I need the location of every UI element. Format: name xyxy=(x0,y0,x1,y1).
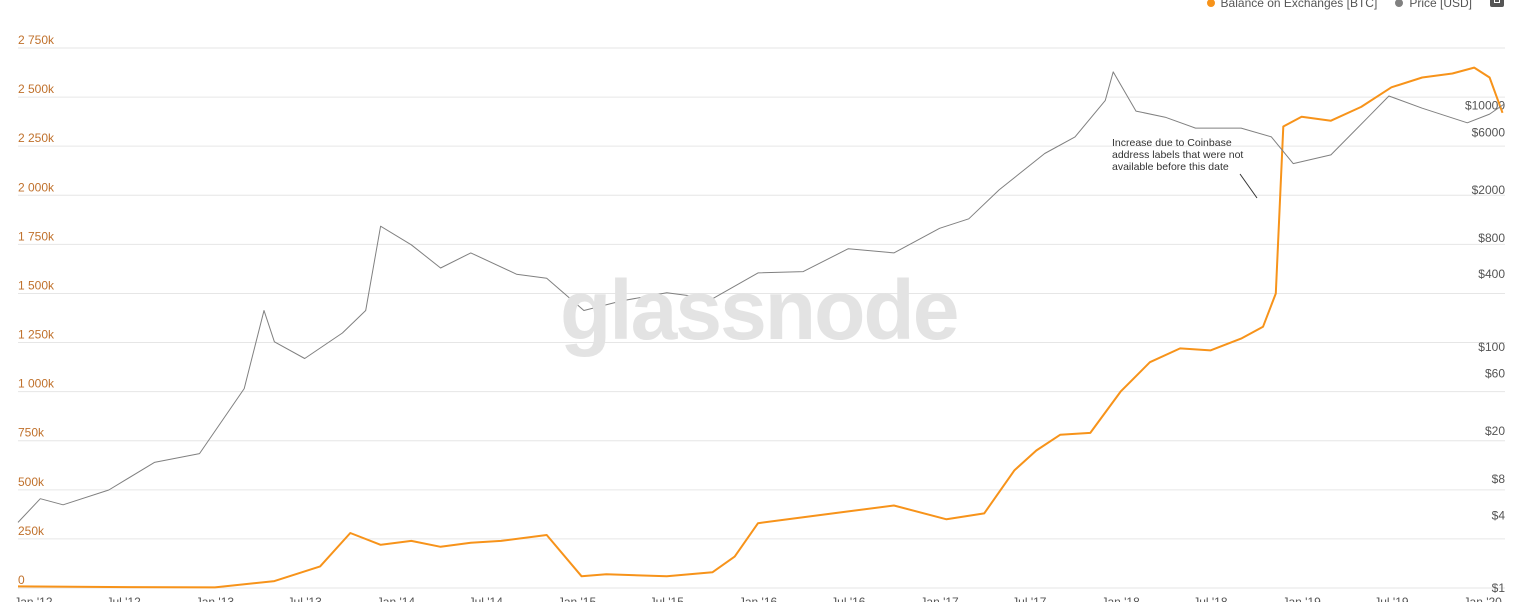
y-axis-right: $1 $4 $8 $20 $60 $100 $400 $800 $2000 $6000 $10000 xyxy=(1465,99,1505,595)
y-left-tick-label: 2 000k xyxy=(18,180,55,194)
x-tick-label: Jan '14 xyxy=(377,595,416,602)
x-tick-label: Jul '18 xyxy=(1193,595,1228,602)
x-tick-label: Jul '12 xyxy=(106,595,141,602)
y-left-tick-label: 1 500k xyxy=(18,278,55,292)
y-right-tick-label: $800 xyxy=(1478,231,1505,245)
annotation-pointer xyxy=(1239,173,1258,199)
y-left-tick-label: 2 750k xyxy=(18,33,55,47)
x-tick-label: Jul '13 xyxy=(288,595,323,602)
y-left-tick-label: 500k xyxy=(18,475,45,489)
x-tick-label: Jan '15 xyxy=(558,595,597,602)
y-right-tick-label: $4 xyxy=(1492,508,1506,522)
y-left-tick-label: 1 750k xyxy=(18,229,55,243)
y-right-tick-label: $60 xyxy=(1485,367,1505,381)
series-line-balance xyxy=(17,66,1504,589)
x-axis: Jan '12 Jul '12 Jan '13 Jul '13 Jan '14 Jul '… xyxy=(14,595,1503,607)
legend-label-balance: Balance on Exchanges [BTC] xyxy=(1220,0,1378,10)
x-tick-label: Jan '16 xyxy=(739,595,778,602)
x-tick-label: Jul '15 xyxy=(650,595,685,602)
legend-item-balance[interactable]: Balance on Exchanges [BTC] xyxy=(1206,0,1378,10)
y-right-tick-label: $1 xyxy=(1492,581,1506,595)
x-tick-label: Jul '16 xyxy=(831,595,866,602)
y-left-tick-label: 750k xyxy=(18,426,45,440)
x-tick-label: Jan '17 xyxy=(920,595,959,602)
series-lines xyxy=(17,66,1504,589)
y-right-tick-label: $10000 xyxy=(1465,99,1505,113)
x-tick-label: Jan '18 xyxy=(1101,595,1140,602)
y-left-tick-label: 250k xyxy=(18,524,45,538)
y-left-tick-label: 1 250k xyxy=(18,328,55,342)
watermark-logo: glassnode xyxy=(560,263,959,357)
y-right-tick-label: $100 xyxy=(1478,340,1505,354)
y-left-tick-label: 0 xyxy=(18,573,25,587)
y-right-tick-label: $400 xyxy=(1478,267,1505,281)
x-tick-label: Jan '13 xyxy=(196,595,235,602)
legend-item-price[interactable]: Price [USD] xyxy=(1395,0,1472,10)
x-tick-label: Jan '12 xyxy=(14,595,53,602)
series-line-price xyxy=(17,71,1504,523)
chart-annotation: Increase due to Coinbase address labels … xyxy=(1112,137,1244,173)
legend-label-price: Price [USD] xyxy=(1409,0,1472,10)
y-right-tick-label: $20 xyxy=(1485,424,1505,438)
export-icon[interactable] xyxy=(1490,0,1504,7)
y-left-tick-label: 1 000k xyxy=(18,377,55,391)
x-tick-label: Jan '20 xyxy=(1464,595,1503,602)
x-tick-label: Jul '17 xyxy=(1012,595,1047,602)
x-tick-label: Jul '19 xyxy=(1374,595,1409,602)
legend-dot-balance xyxy=(1206,0,1215,7)
grid xyxy=(18,47,1505,589)
y-axis-left: 0 250k 500k 750k 1 000k 1 250k 1 500k 1 750k 2 0… xyxy=(18,33,55,587)
y-right-tick-label: $2000 xyxy=(1472,183,1506,197)
legend-dot-price xyxy=(1395,0,1404,7)
y-left-tick-label: 2 500k xyxy=(18,82,55,96)
x-tick-label: Jul '14 xyxy=(469,595,504,602)
y-right-tick-label: $8 xyxy=(1492,472,1506,486)
y-right-tick-label: $6000 xyxy=(1472,125,1506,139)
x-tick-label: Jan '19 xyxy=(1282,595,1321,602)
legend: Balance on Exchanges [BTC] Price [USD] xyxy=(1206,0,1504,10)
y-left-tick-label: 2 250k xyxy=(18,131,55,145)
